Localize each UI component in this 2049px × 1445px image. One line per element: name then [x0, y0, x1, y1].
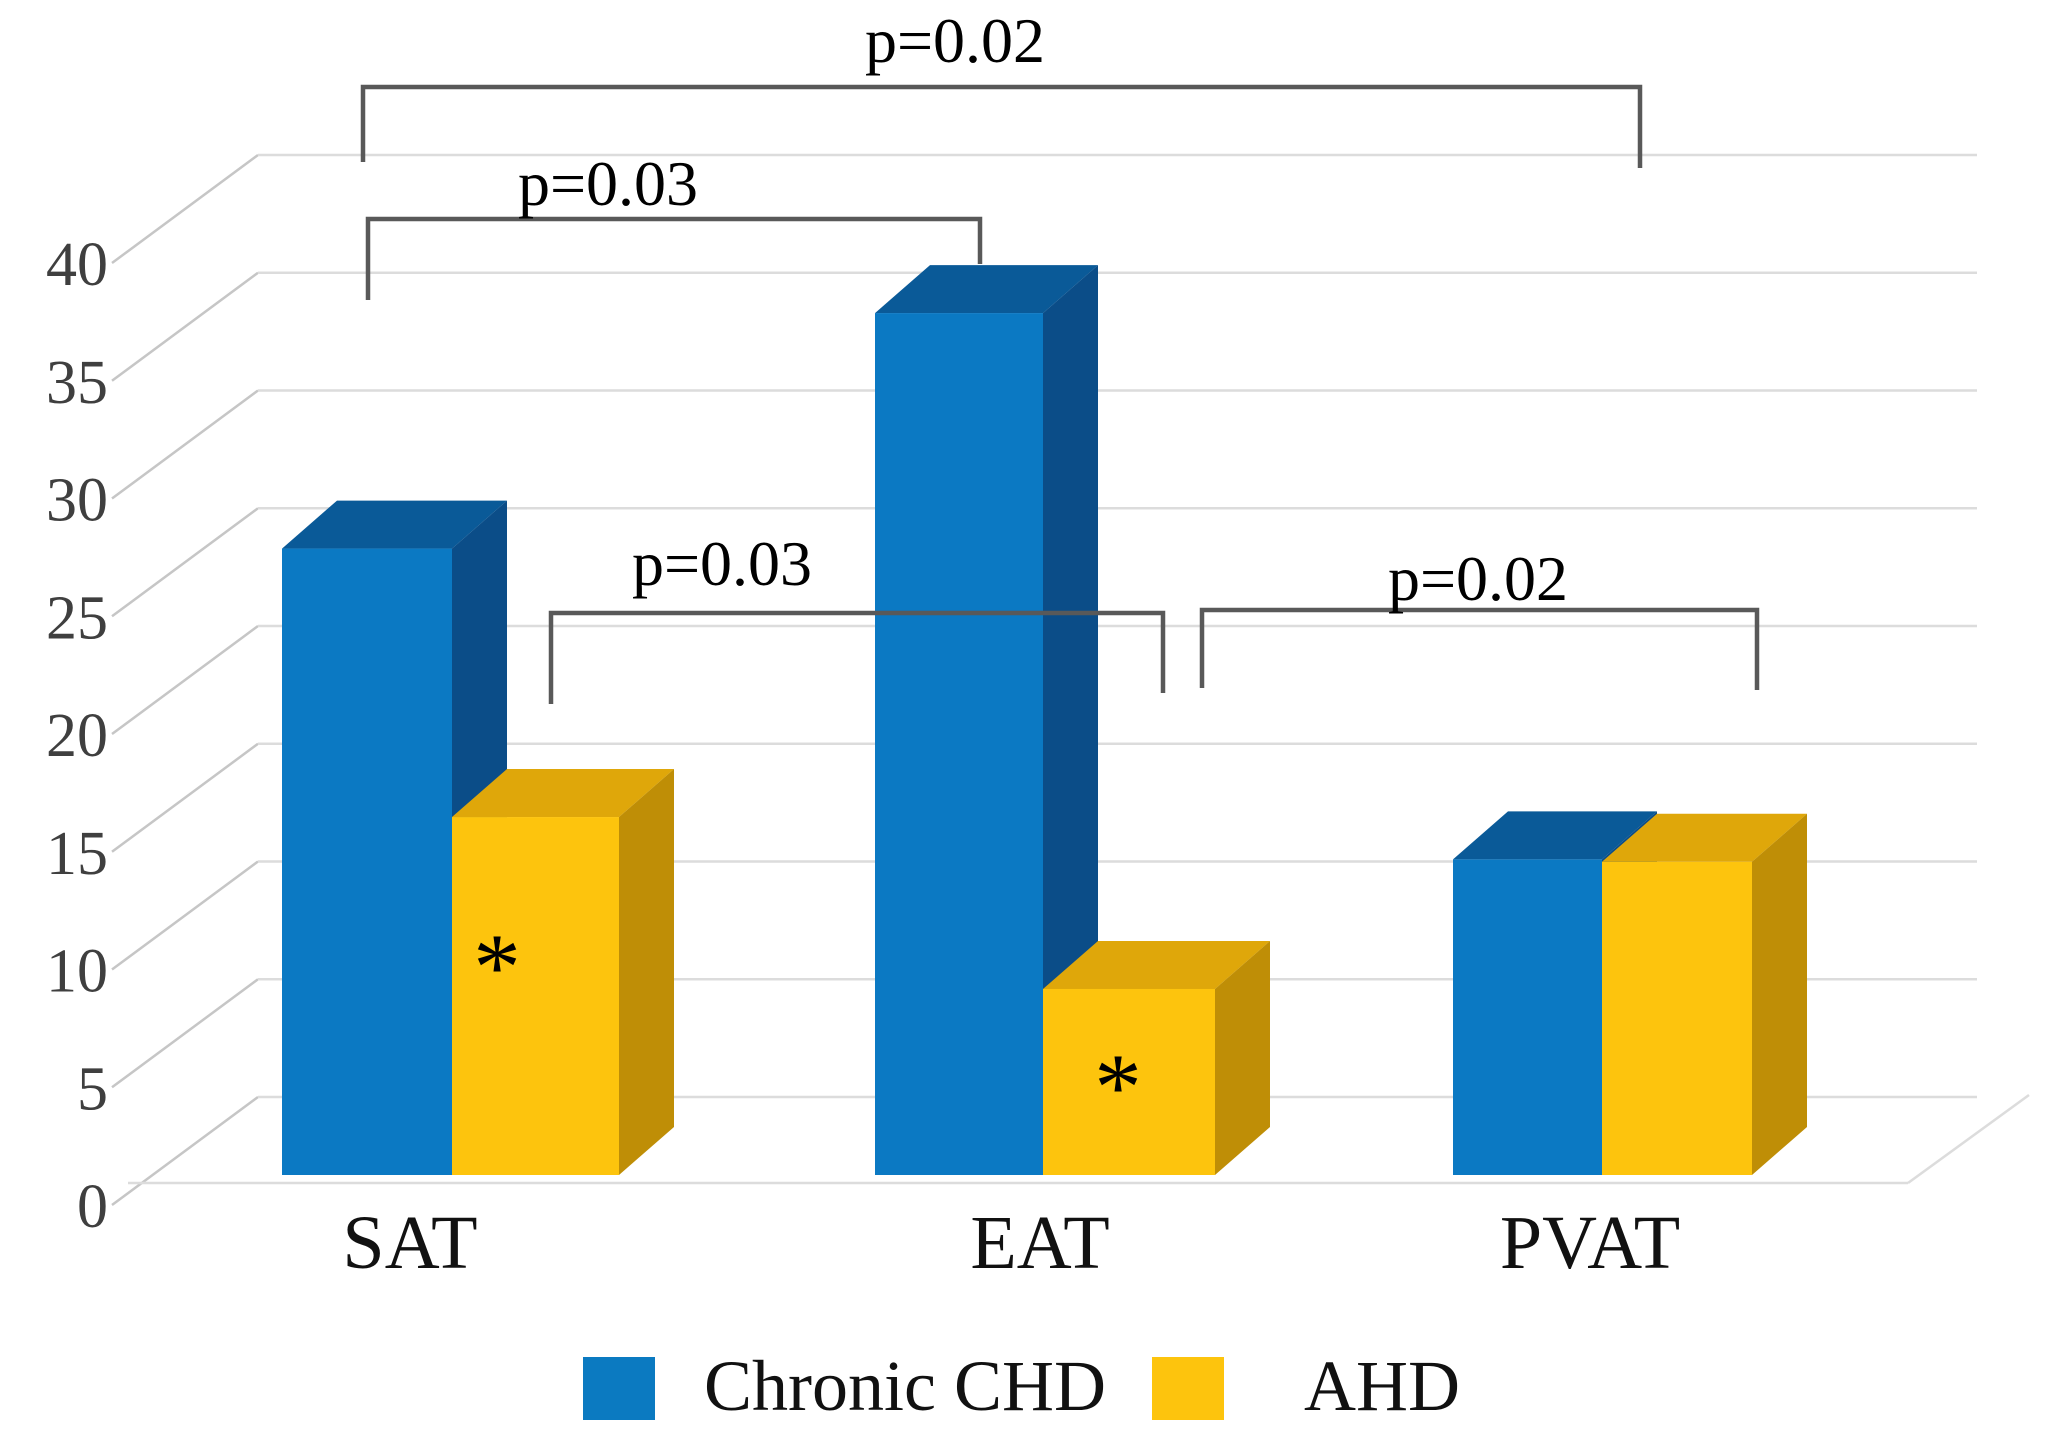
asterisk-marker: *: [1094, 1034, 1142, 1140]
bar-pvat-ahd-top: [1602, 813, 1807, 862]
bar-pvat-ahd-front: [1602, 861, 1752, 1175]
legend-swatch-chronic-chd: [583, 1357, 655, 1420]
y-tick-label: 30: [46, 467, 108, 535]
y-axis-slant: [111, 624, 259, 736]
y-axis-slant: [111, 860, 259, 971]
bar-eat-ahd-side: [1215, 940, 1270, 1175]
significance-bracket: [548, 610, 1166, 704]
floor-right-edge: [1907, 1093, 2030, 1185]
bar-sat-ahd-top: [452, 769, 674, 818]
significance-bracket: [360, 84, 1643, 168]
y-axis-slant: [111, 507, 259, 618]
y-tick-label: 40: [46, 231, 108, 299]
bar-pvat-chronic-chd-front: [1453, 859, 1602, 1175]
y-tick-label: 5: [77, 1055, 108, 1123]
y-tick-label: 20: [46, 702, 108, 770]
significance-bracket: [1199, 607, 1760, 690]
y-axis-slant: [111, 1095, 259, 1207]
bar-sat-chronic-chd-front: [282, 548, 452, 1175]
bar-pvat-ahd-side: [1752, 813, 1807, 1175]
y-axis-slant: [111, 153, 259, 265]
y-axis-slant: [111, 978, 259, 1089]
legend-label-chronic-chd: Chronic CHD: [704, 1346, 1106, 1426]
bar-pvat-chronic-chd-top: [1453, 811, 1657, 860]
bar-eat-ahd-top: [1043, 940, 1270, 989]
asterisk-marker: *: [473, 914, 521, 1020]
p-value-label: p=0.02: [1388, 543, 1568, 614]
y-tick-label: 35: [46, 349, 108, 417]
bar-sat-ahd-side: [619, 769, 674, 1175]
legend-label-ahd: AHD: [1304, 1346, 1460, 1426]
y-tick-label: 15: [46, 820, 108, 888]
y-tick-label: 10: [46, 938, 108, 1006]
p-value-label: p=0.02: [865, 5, 1045, 76]
bar-sat-chronic-chd-top: [282, 500, 507, 549]
p-value-label: p=0.03: [632, 528, 812, 599]
bar-eat-ahd-front: [1043, 988, 1215, 1175]
bar-sat-ahd-front: [452, 817, 619, 1175]
y-axis-slant: [111, 742, 259, 853]
bar-eat-chronic-chd-top: [875, 265, 1098, 314]
y-tick-label: 25: [46, 584, 108, 652]
p-value-label: p=0.03: [518, 148, 698, 219]
bar-eat-chronic-chd-front: [875, 313, 1043, 1175]
significance-bracket: [365, 216, 983, 300]
legend-swatch-ahd: [1152, 1357, 1224, 1420]
category-label-eat: EAT: [970, 1201, 1109, 1285]
bar-eat-chronic-chd-side: [1043, 265, 1098, 1175]
y-axis-slant: [111, 389, 259, 500]
y-tick-label: 0: [77, 1173, 108, 1241]
category-label-pvat: PVAT: [1500, 1201, 1680, 1285]
y-axis-slant: [111, 271, 259, 382]
category-label-sat: SAT: [342, 1201, 477, 1285]
